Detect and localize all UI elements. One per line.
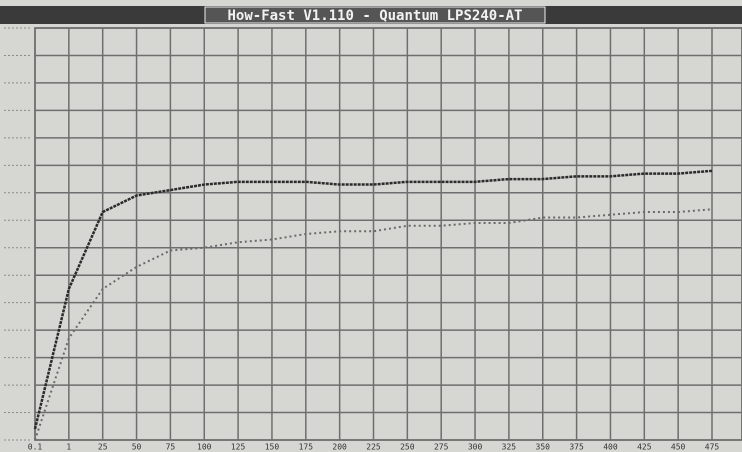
x-tick-label: 225 — [366, 443, 381, 452]
x-tick-label: 150 — [265, 443, 280, 452]
x-tick-label: 125 — [231, 443, 246, 452]
chart: How-Fast V1.110 - Quantum LPS240-AT 0.1 1… — [0, 0, 742, 452]
x-tick-label: 200 — [332, 443, 347, 452]
x-tick-label: 275 — [434, 443, 449, 452]
x-tick-label: 325 — [502, 443, 517, 452]
x-tick-label: 75 — [166, 443, 176, 452]
x-tick-label: 250 — [400, 443, 415, 452]
x-tick-label: 1 — [66, 443, 71, 452]
x-tick-label: 50 — [132, 443, 142, 452]
x-tick-label: 25 — [98, 443, 108, 452]
x-tick-label: 350 — [536, 443, 551, 452]
chart-title: How-Fast V1.110 - Quantum LPS240-AT — [227, 8, 522, 24]
x-tick-label: 425 — [637, 443, 652, 452]
x-tick-label: 375 — [569, 443, 584, 452]
x-tick-label: 300 — [468, 443, 483, 452]
page: How-Fast V1.110 - Quantum LPS240-AT 0.1 1… — [0, 0, 742, 452]
x-tick-label: 475 — [705, 443, 720, 452]
x-tick-label: 175 — [299, 443, 314, 452]
background — [0, 0, 742, 452]
x-tick-label: 400 — [603, 443, 618, 452]
x-tick-label: 450 — [671, 443, 686, 452]
x-tick-label: 100 — [197, 443, 212, 452]
x-tick-label: 0.1 — [28, 443, 43, 452]
